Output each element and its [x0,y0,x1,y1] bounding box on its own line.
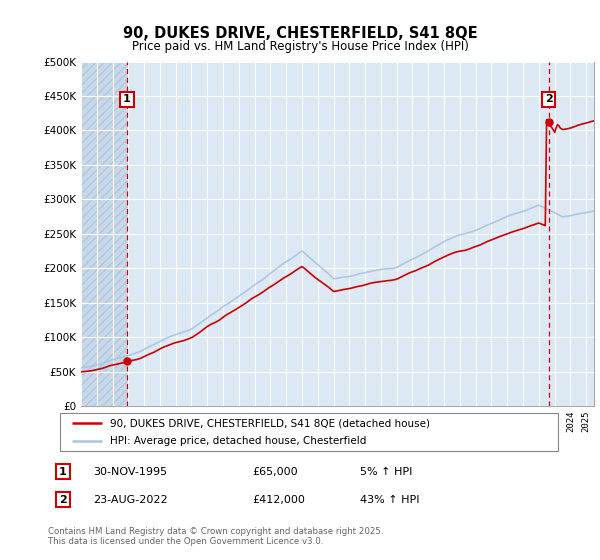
Text: 90, DUKES DRIVE, CHESTERFIELD, S41 8QE (detached house): 90, DUKES DRIVE, CHESTERFIELD, S41 8QE (… [110,418,430,428]
Text: HPI: Average price, detached house, Chesterfield: HPI: Average price, detached house, Ches… [110,436,366,446]
Text: 1: 1 [123,95,131,105]
Text: 1: 1 [59,466,67,477]
Text: 2: 2 [59,494,67,505]
Bar [81,62,128,406]
Text: 5% ↑ HPI: 5% ↑ HPI [360,466,412,477]
Text: £65,000: £65,000 [252,466,298,477]
Text: 23-AUG-2022: 23-AUG-2022 [93,494,167,505]
Text: 90, DUKES DRIVE, CHESTERFIELD, S41 8QE: 90, DUKES DRIVE, CHESTERFIELD, S41 8QE [122,26,478,41]
Text: 2: 2 [545,95,553,105]
Text: £412,000: £412,000 [252,494,305,505]
Text: 30-NOV-1995: 30-NOV-1995 [93,466,167,477]
Text: Contains HM Land Registry data © Crown copyright and database right 2025.
This d: Contains HM Land Registry data © Crown c… [48,527,383,546]
Text: Price paid vs. HM Land Registry's House Price Index (HPI): Price paid vs. HM Land Registry's House … [131,40,469,53]
FancyBboxPatch shape [60,413,558,451]
Text: 43% ↑ HPI: 43% ↑ HPI [360,494,419,505]
